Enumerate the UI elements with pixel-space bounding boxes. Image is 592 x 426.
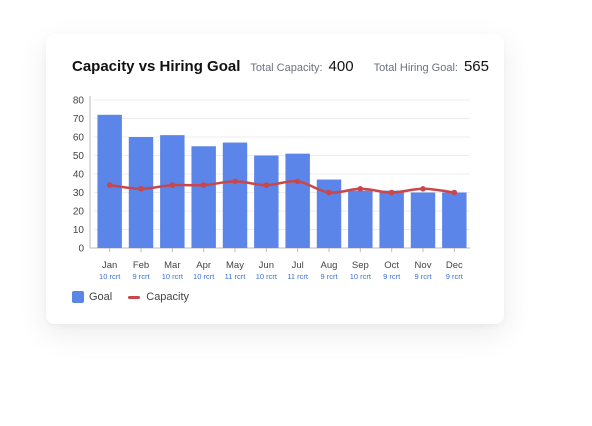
capacity-point [232,178,238,185]
goal-bar [285,153,310,248]
capacity-point [388,189,395,196]
x-tick-sublabel: 10 rcrt [99,272,121,281]
capacity-point [138,186,144,192]
chart-legend: Goal Capacity [72,291,205,303]
x-tick-sublabel: 11 rcrt [225,272,247,281]
capacity-point [420,186,426,192]
y-tick-label: 40 [73,170,85,181]
x-tick-sublabel: 11 rcrt [287,272,309,281]
x-tick-label: Jan [102,260,117,271]
x-tick-label: Dec [446,260,463,271]
capacity-point [451,189,458,196]
x-tick-label: Jul [292,260,304,271]
x-tick-sublabel: 9 rcrt [320,272,338,281]
legend-capacity-label: Capacity [146,291,190,303]
goal-bar [379,190,404,248]
y-tick-label: 60 [73,133,85,144]
legend-item-goal[interactable]: Goal [72,291,112,303]
x-tick-label: Jun [259,260,274,271]
x-tick-label: Mar [164,260,180,271]
goal-bar [442,192,467,248]
y-tick-label: 50 [73,151,85,162]
goal-bar [128,137,154,248]
x-tick-label: Sep [352,260,369,271]
x-tick-sublabel: 10 rcrt [350,272,372,281]
legend-goal-label: Goal [89,291,113,303]
goal-bar [410,192,436,248]
capacity-point [169,182,176,188]
x-tick-label: Aug [321,260,338,271]
x-tick-label: Apr [196,260,211,271]
legend-goal-swatch [72,291,84,303]
x-tick-sublabel: 9 rcrt [414,272,432,281]
goal-bar [97,114,122,248]
capacity-point [263,182,270,188]
goal-bar [348,190,373,248]
y-tick-label: 20 [73,207,85,218]
x-tick-label: Feb [133,260,149,271]
total-hiring-goal-value: 565 [463,58,489,75]
x-tick-label: Oct [384,260,399,271]
x-tick-sublabel: 9 rcrt [446,272,464,281]
goal-bar [254,155,279,248]
total-capacity-value: 400 [328,58,354,75]
chart-card: Capacity vs Hiring Goal Total Capacity: … [46,34,504,324]
capacity-point [326,189,332,196]
y-tick-label: 30 [73,188,85,199]
capacity-point [200,182,207,188]
x-tick-sublabel: 10 rcrt [256,272,278,281]
x-tick-sublabel: 10 rcrt [193,272,215,281]
y-tick-label: 0 [78,244,84,255]
x-tick-label: May [226,260,244,271]
y-tick-label: 80 [73,96,85,107]
capacity-point [357,186,364,192]
x-tick-label: Nov [415,260,432,271]
y-tick-label: 70 [73,114,85,125]
capacity-point [294,178,301,185]
x-tick-sublabel: 9 rcrt [132,272,150,281]
goal-bar [222,142,248,248]
total-capacity-label: Total Capacity: [250,62,323,74]
goal-bar [191,146,216,248]
legend-item-capacity[interactable]: Capacity [128,291,189,303]
chart-header: Capacity vs Hiring Goal Total Capacity: … [72,58,489,75]
x-tick-sublabel: 10 rcrt [162,272,184,281]
x-tick-sublabel: 9 rcrt [383,272,401,281]
capacity-point [106,182,113,188]
legend-capacity-swatch [128,295,141,299]
chart-title: Capacity vs Hiring Goal [72,58,241,75]
total-hiring-goal-label: Total Hiring Goal: [373,62,458,74]
goal-bar [160,135,185,248]
y-tick-label: 10 [73,225,85,236]
